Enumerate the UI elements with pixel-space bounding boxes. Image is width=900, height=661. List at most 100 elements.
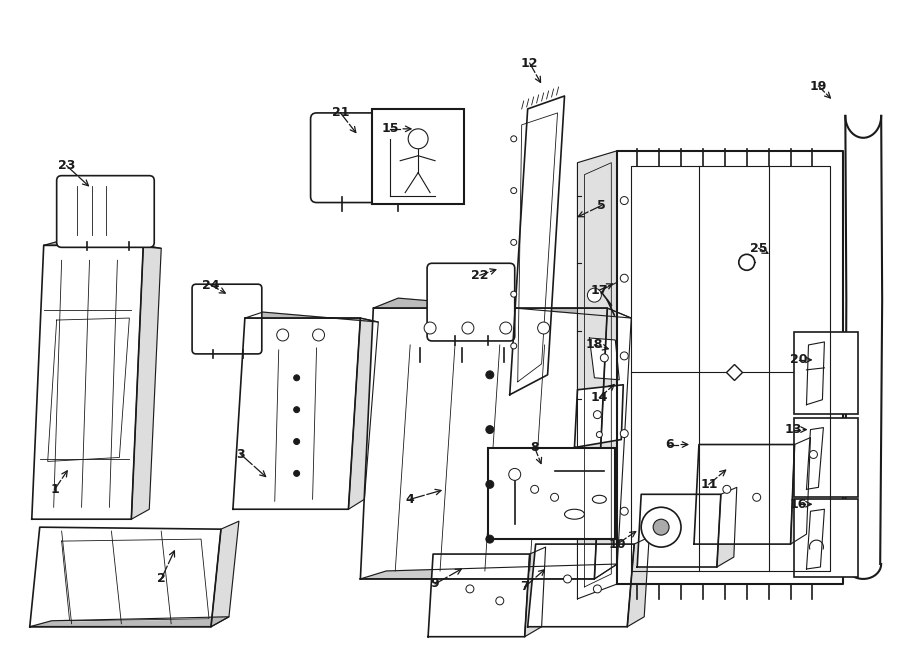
Text: 5: 5 xyxy=(597,199,606,212)
Polygon shape xyxy=(360,308,608,579)
Circle shape xyxy=(641,507,681,547)
Text: 1: 1 xyxy=(50,483,59,496)
Circle shape xyxy=(510,136,517,142)
Polygon shape xyxy=(574,385,624,447)
Polygon shape xyxy=(694,444,795,544)
Bar xyxy=(794,418,859,497)
Circle shape xyxy=(593,585,601,593)
Circle shape xyxy=(486,371,494,379)
Circle shape xyxy=(537,322,550,334)
Bar xyxy=(373,109,464,204)
Text: 6: 6 xyxy=(665,438,673,451)
Text: 16: 16 xyxy=(790,498,807,511)
Circle shape xyxy=(486,426,494,434)
Circle shape xyxy=(597,432,602,438)
Circle shape xyxy=(293,375,300,381)
Polygon shape xyxy=(211,521,239,627)
Text: 13: 13 xyxy=(785,423,802,436)
Circle shape xyxy=(409,129,428,149)
Circle shape xyxy=(466,585,474,593)
Circle shape xyxy=(531,485,538,493)
Text: 8: 8 xyxy=(530,441,539,454)
Text: 14: 14 xyxy=(590,391,608,405)
Circle shape xyxy=(312,329,325,341)
FancyBboxPatch shape xyxy=(428,263,515,341)
Text: 9: 9 xyxy=(431,578,439,590)
Polygon shape xyxy=(637,494,721,567)
Circle shape xyxy=(500,322,512,334)
Polygon shape xyxy=(48,318,130,461)
Circle shape xyxy=(620,507,628,515)
Text: 21: 21 xyxy=(332,106,349,120)
Bar xyxy=(488,447,616,539)
Circle shape xyxy=(588,288,601,302)
Circle shape xyxy=(486,481,494,488)
Polygon shape xyxy=(61,539,209,621)
Polygon shape xyxy=(374,298,631,318)
Polygon shape xyxy=(428,554,530,637)
Circle shape xyxy=(424,322,436,334)
Polygon shape xyxy=(525,547,545,637)
Circle shape xyxy=(293,471,300,477)
Circle shape xyxy=(462,322,474,334)
Circle shape xyxy=(620,430,628,438)
Polygon shape xyxy=(617,151,843,584)
Polygon shape xyxy=(245,312,378,322)
Text: 18: 18 xyxy=(586,338,603,352)
Bar xyxy=(794,332,859,414)
Circle shape xyxy=(508,469,521,481)
Circle shape xyxy=(510,188,517,194)
Circle shape xyxy=(653,519,669,535)
Circle shape xyxy=(752,493,760,501)
Circle shape xyxy=(293,407,300,412)
Circle shape xyxy=(551,493,559,501)
FancyBboxPatch shape xyxy=(57,176,154,247)
Circle shape xyxy=(293,438,300,444)
Text: 20: 20 xyxy=(790,354,807,366)
Text: 11: 11 xyxy=(700,478,717,491)
Text: 2: 2 xyxy=(157,572,166,586)
Circle shape xyxy=(723,485,731,493)
Circle shape xyxy=(486,535,494,543)
Text: 3: 3 xyxy=(237,448,245,461)
Text: 17: 17 xyxy=(590,284,608,297)
Circle shape xyxy=(620,274,628,282)
Text: 22: 22 xyxy=(471,269,489,282)
Polygon shape xyxy=(30,527,221,627)
Polygon shape xyxy=(509,96,564,395)
Text: 15: 15 xyxy=(382,122,399,136)
Bar xyxy=(794,499,859,577)
Polygon shape xyxy=(360,564,617,579)
Polygon shape xyxy=(527,544,634,627)
Polygon shape xyxy=(578,151,617,599)
Polygon shape xyxy=(44,241,161,249)
Text: 4: 4 xyxy=(406,493,415,506)
Circle shape xyxy=(593,410,601,418)
Text: 25: 25 xyxy=(750,242,768,255)
Circle shape xyxy=(510,291,517,297)
Polygon shape xyxy=(131,245,161,519)
Circle shape xyxy=(809,451,817,459)
Polygon shape xyxy=(233,318,360,509)
Polygon shape xyxy=(717,487,737,567)
Polygon shape xyxy=(590,338,619,380)
Circle shape xyxy=(563,575,572,583)
Ellipse shape xyxy=(564,509,584,519)
FancyBboxPatch shape xyxy=(310,113,424,202)
Circle shape xyxy=(620,196,628,204)
Polygon shape xyxy=(594,308,631,579)
Polygon shape xyxy=(627,537,649,627)
Polygon shape xyxy=(790,438,811,544)
Circle shape xyxy=(510,239,517,245)
Text: 10: 10 xyxy=(608,537,626,551)
FancyBboxPatch shape xyxy=(192,284,262,354)
Polygon shape xyxy=(348,318,378,509)
Text: 19: 19 xyxy=(810,79,827,93)
Circle shape xyxy=(276,329,289,341)
Ellipse shape xyxy=(592,495,607,503)
Circle shape xyxy=(600,354,608,362)
Polygon shape xyxy=(32,245,143,519)
Text: 12: 12 xyxy=(521,57,538,69)
Circle shape xyxy=(739,254,755,270)
Polygon shape xyxy=(30,617,229,627)
